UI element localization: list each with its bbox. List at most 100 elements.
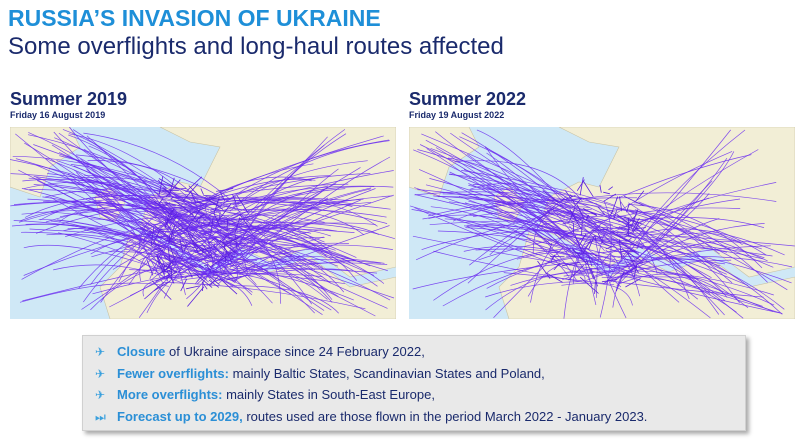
flight-route — [611, 231, 628, 242]
title: RUSSIA’S INVASION OF UKRAINE — [8, 5, 381, 31]
flight-route — [157, 179, 167, 190]
flight-route — [186, 285, 200, 290]
flight-route — [64, 216, 228, 238]
flight-route — [228, 250, 235, 255]
flight-route — [198, 264, 204, 268]
flight-route — [172, 227, 184, 234]
flight-route — [167, 247, 171, 263]
flight-route — [179, 238, 183, 253]
flight-route — [209, 275, 219, 286]
flight-route — [144, 281, 165, 300]
flight-route — [579, 276, 599, 294]
flight-route — [566, 212, 768, 262]
flight-route — [230, 186, 375, 221]
flight-route — [485, 272, 592, 311]
flight-route — [562, 219, 581, 225]
bullet: ✈ Fewer overflights: mainly Baltic States… — [95, 363, 745, 385]
flight-route — [546, 209, 551, 214]
flight-route — [590, 268, 598, 287]
flight-route — [209, 255, 229, 268]
flight-route — [226, 222, 228, 232]
bullet-highlight: Fewer overflights: — [117, 365, 229, 381]
flight-route — [180, 278, 188, 292]
flight-route — [553, 262, 561, 271]
flight-route — [635, 227, 647, 229]
flight-route — [239, 218, 254, 220]
flight-route — [582, 239, 592, 254]
flight-route — [177, 223, 197, 240]
flight-route — [158, 198, 164, 205]
flight-route — [428, 199, 598, 217]
flight-route — [415, 208, 592, 261]
flight-route — [161, 207, 325, 243]
flight-route — [51, 144, 223, 259]
flight-route — [40, 198, 177, 221]
flight-route — [430, 206, 569, 277]
flight-route — [619, 273, 725, 295]
bullet-text: mainly Baltic States, Scandinavian State… — [232, 365, 545, 381]
flight-route — [158, 267, 172, 272]
flight-route — [35, 176, 193, 256]
flight-route — [67, 173, 209, 283]
flight-route — [616, 216, 740, 304]
flight-route — [235, 234, 237, 248]
flight-route — [238, 259, 381, 275]
flight-route — [550, 254, 556, 262]
flight-route — [599, 184, 602, 193]
flight-route — [598, 238, 728, 298]
flight-route — [187, 286, 205, 307]
route-map — [10, 127, 396, 319]
flight-route — [477, 224, 560, 261]
flight-route — [422, 214, 563, 247]
flight-route — [574, 235, 583, 253]
flight-route — [210, 208, 387, 218]
flight-route — [153, 243, 166, 249]
flight-route — [564, 190, 576, 205]
flight-route — [169, 222, 376, 250]
flight-route — [638, 201, 768, 283]
flight-route — [208, 237, 216, 244]
flight-route — [174, 200, 194, 216]
flight-route — [46, 233, 208, 272]
flight-route — [623, 266, 638, 276]
flight-route — [413, 149, 602, 264]
flight-route — [213, 212, 221, 228]
flight-route — [620, 241, 639, 255]
flight-route — [226, 218, 229, 224]
flight-route — [475, 248, 570, 256]
flight-route — [162, 272, 323, 279]
flight-route — [615, 271, 625, 292]
flight-route — [225, 276, 242, 281]
bullet: ✈ Closure of Ukraine airspace since 24 Fe… — [95, 341, 745, 363]
flight-route — [142, 276, 184, 297]
flight-route — [568, 264, 584, 281]
flight-route — [574, 197, 582, 207]
flight-route — [168, 235, 171, 241]
flight-route — [627, 204, 763, 269]
flight-route — [449, 201, 568, 233]
flight-route — [164, 219, 175, 236]
flight-route — [631, 212, 774, 268]
flight-route — [433, 195, 614, 226]
flight-route — [603, 193, 617, 202]
flight-route — [206, 259, 268, 272]
flight-route — [168, 225, 176, 244]
flight-route — [205, 196, 221, 201]
flight-route — [158, 175, 164, 196]
flight-route — [537, 208, 555, 221]
flight-route — [227, 238, 345, 293]
flight-route — [167, 202, 391, 210]
flight-route — [223, 237, 240, 246]
flight-route — [620, 201, 726, 302]
flight-route — [448, 157, 597, 224]
flight-route — [23, 181, 179, 200]
flight-route — [201, 281, 208, 290]
flight-route — [183, 242, 187, 252]
flight-route — [588, 255, 593, 267]
flight-route — [189, 206, 208, 215]
flight-route — [618, 239, 623, 259]
flight-route — [597, 206, 606, 215]
flight-route — [222, 234, 239, 244]
flight-route — [139, 228, 154, 233]
flight-route — [221, 238, 239, 244]
